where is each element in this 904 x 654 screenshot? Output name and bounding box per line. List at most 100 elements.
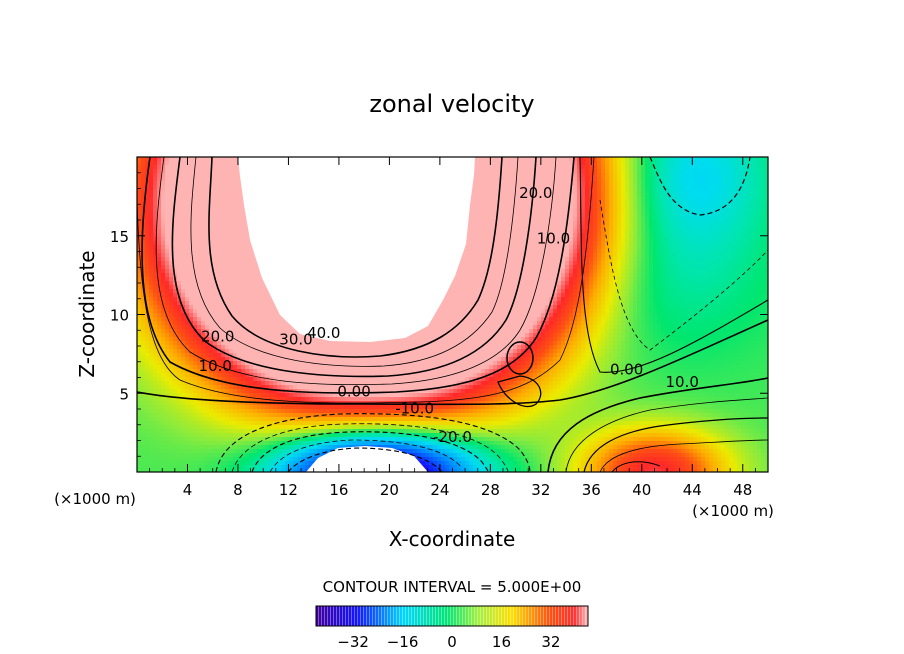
field-cell (485, 217, 490, 222)
field-cell (149, 185, 154, 190)
field-cell (753, 173, 758, 178)
field-cell (493, 185, 498, 190)
field-cell (213, 261, 218, 266)
field-cell (605, 237, 610, 242)
field-cell (201, 201, 206, 206)
field-cell (485, 185, 490, 190)
field-cell (733, 269, 738, 274)
field-cell (141, 197, 146, 202)
field-cell (629, 237, 634, 242)
field-cell (217, 201, 222, 206)
field-cell (757, 249, 762, 254)
field-cell (749, 157, 754, 162)
field-cell (597, 161, 602, 166)
field-cell (557, 253, 562, 258)
field-cell (177, 257, 182, 262)
field-cell (513, 281, 518, 286)
field-cell (193, 177, 198, 182)
field-cell (477, 161, 482, 166)
field-cell (561, 185, 566, 190)
field-cell (585, 185, 590, 190)
field-cell (541, 253, 546, 258)
field-cell (657, 233, 662, 238)
field-cell (621, 181, 626, 186)
field-cell (665, 225, 670, 230)
field-cell (709, 197, 714, 202)
field-cell (525, 217, 530, 222)
field-cell (717, 189, 722, 194)
field-cell (229, 229, 234, 234)
field-cell (705, 193, 710, 198)
field-cell (193, 157, 198, 162)
field-cell (177, 237, 182, 242)
field-cell (601, 197, 606, 202)
field-cell (677, 181, 682, 186)
field-cell (505, 241, 510, 246)
field-cell (513, 173, 518, 178)
field-cell (645, 157, 650, 162)
field-cell (157, 233, 162, 238)
field-cell (629, 197, 634, 202)
field-cell (169, 245, 174, 250)
field-cell (745, 233, 750, 238)
field-cell (173, 157, 178, 162)
field-cell (753, 273, 758, 278)
field-cell (197, 233, 202, 238)
field-cell (533, 249, 538, 254)
field-cell (757, 233, 762, 238)
field-cell (709, 245, 714, 250)
field-cell (637, 277, 642, 282)
field-cell (729, 165, 734, 170)
field-cell (465, 233, 470, 238)
field-cell (765, 197, 768, 202)
field-cell (469, 277, 474, 282)
field-cell (481, 157, 486, 162)
field-cell (689, 157, 694, 162)
field-cell (189, 169, 194, 174)
field-cell (237, 197, 242, 202)
field-cell (593, 265, 598, 270)
field-cell (693, 229, 698, 234)
field-cell (617, 269, 622, 274)
field-cell (533, 253, 538, 258)
field-cell (673, 261, 678, 266)
field-cell (581, 205, 586, 210)
field-cell (205, 201, 210, 206)
field-cell (213, 257, 218, 262)
field-cell (705, 237, 710, 242)
field-cell (181, 181, 186, 186)
field-cell (209, 197, 214, 202)
field-cell (197, 181, 202, 186)
field-cell (137, 257, 142, 262)
field-cell (681, 265, 686, 270)
field-cell (141, 205, 146, 210)
field-cell (529, 161, 534, 166)
field-cell (657, 161, 662, 166)
field-cell (605, 233, 610, 238)
field-cell (757, 217, 762, 222)
field-cell (593, 193, 598, 198)
field-cell (165, 253, 170, 258)
field-cell (741, 245, 746, 250)
field-cell (185, 213, 190, 218)
field-cell (141, 185, 146, 190)
field-cell (505, 173, 510, 178)
field-cell (537, 173, 542, 178)
field-cell (705, 249, 710, 254)
field-cell (169, 265, 174, 270)
field-cell (677, 161, 682, 166)
field-cell (721, 265, 726, 270)
field-cell (233, 177, 238, 182)
field-cell (713, 269, 718, 274)
field-cell (641, 249, 646, 254)
field-cell (733, 205, 738, 210)
field-cell (517, 233, 522, 238)
field-cell (489, 229, 494, 234)
field-cell (501, 205, 506, 210)
field-cell (521, 269, 526, 274)
field-cell (521, 205, 526, 210)
field-cell (529, 221, 534, 226)
field-cell (597, 213, 602, 218)
field-cell (561, 277, 566, 282)
field-cell (153, 217, 158, 222)
